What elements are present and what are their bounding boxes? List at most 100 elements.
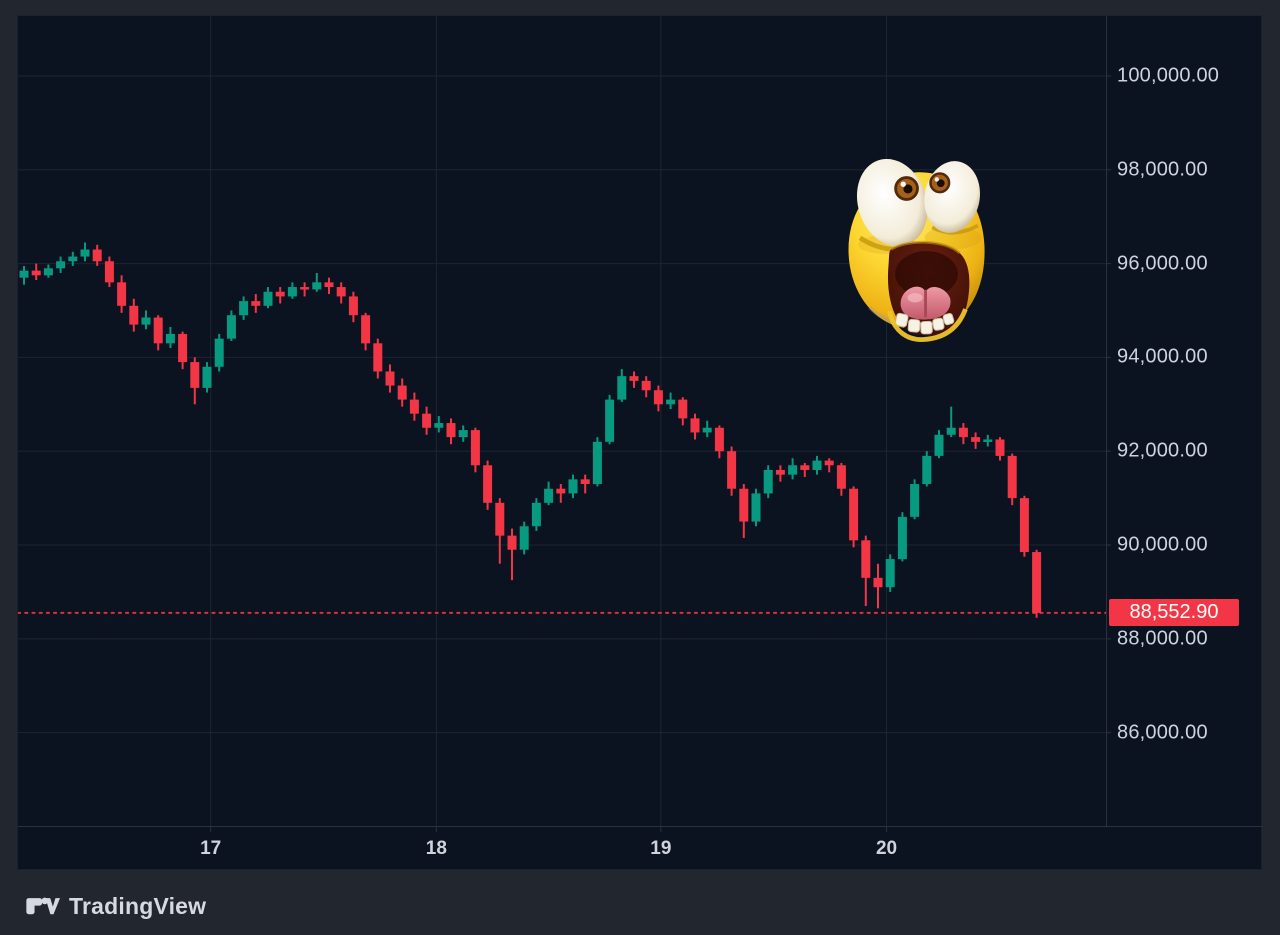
candle-body xyxy=(104,261,114,283)
candlestick-chart-pane[interactable] xyxy=(18,16,1263,871)
candle-body xyxy=(178,333,188,363)
candle-body xyxy=(629,376,639,381)
price-axis-label: 90,000.00 xyxy=(1117,533,1208,556)
candle-body xyxy=(592,441,602,485)
shocked-face-emoji-icon xyxy=(848,158,985,342)
price-axis[interactable]: 88,552.90 100,000.00 98,000.00 96,000.00 94… xyxy=(1107,16,1262,826)
candle-body xyxy=(812,460,822,470)
candle-body xyxy=(934,434,944,456)
candle-body xyxy=(190,362,200,388)
candle-body xyxy=(434,423,444,428)
candle-body xyxy=(361,315,371,344)
candle-body xyxy=(117,282,127,306)
candle-body xyxy=(275,291,285,297)
candle-body xyxy=(666,399,676,405)
candle-body xyxy=(373,343,383,372)
candle-body xyxy=(800,465,810,470)
price-axis-label: 96,000.00 xyxy=(1117,252,1208,275)
candle-body xyxy=(580,479,590,485)
candle-body xyxy=(153,317,163,344)
candle-body xyxy=(519,526,529,550)
time-axis-label: 18 xyxy=(425,838,447,859)
candle-body xyxy=(458,430,468,438)
candle-body xyxy=(714,427,724,452)
time-axis-label: 20 xyxy=(875,838,898,859)
tradingview-logo-link[interactable]: TradingView xyxy=(24,893,206,920)
candle-body xyxy=(385,371,395,386)
candle-body xyxy=(751,493,761,522)
price-axis-label: 86,000.00 xyxy=(1117,721,1208,744)
candle-body xyxy=(702,427,712,433)
time-axis[interactable]: 17 18 19 20 xyxy=(18,827,1263,871)
candle-body xyxy=(483,465,493,503)
candle-body xyxy=(470,430,480,466)
tradingview-logo-icon xyxy=(26,897,60,915)
candle-body xyxy=(300,287,310,290)
last-price-badge: 88,552.90 xyxy=(1109,599,1239,627)
time-axis-label: 17 xyxy=(200,838,222,859)
candle-body xyxy=(141,317,151,325)
candle-body xyxy=(690,418,700,433)
candle-body xyxy=(861,540,871,578)
candle-body xyxy=(995,439,1005,456)
candle-body xyxy=(897,516,907,560)
candle-body xyxy=(202,366,212,388)
candle-body xyxy=(68,256,78,262)
candle-body xyxy=(495,502,505,536)
price-axis-label: 88,000.00 xyxy=(1117,627,1208,650)
candle-body xyxy=(556,488,566,494)
candle-body xyxy=(348,296,358,316)
candle-body xyxy=(739,488,749,522)
chart-panel: 88,552.90 100,000.00 98,000.00 96,000.00 94… xyxy=(17,15,1263,871)
candle-body xyxy=(1019,498,1029,553)
candle-body xyxy=(19,270,29,278)
candle-body xyxy=(1032,552,1042,613)
candle-body xyxy=(239,301,249,316)
candle-body xyxy=(958,427,968,438)
candle-body xyxy=(678,399,688,419)
candle-body xyxy=(446,423,456,438)
shocked-emoji-sticker xyxy=(841,147,993,343)
candle-body xyxy=(287,287,297,297)
candle-body xyxy=(214,338,224,367)
price-axis-label: 98,000.00 xyxy=(1117,158,1208,181)
candle-body xyxy=(531,502,541,527)
candle-body xyxy=(763,469,773,494)
tradingview-logo-text: TradingView xyxy=(69,892,207,919)
candle-body xyxy=(336,287,346,297)
candle-body xyxy=(92,249,102,262)
candle-body xyxy=(56,261,66,269)
candle-body xyxy=(324,282,334,288)
candle-body xyxy=(165,333,175,344)
candle-body xyxy=(1007,455,1017,499)
candle-body xyxy=(263,291,273,306)
candle-body xyxy=(910,484,920,517)
candle-body xyxy=(409,399,419,414)
price-axis-label: 94,000.00 xyxy=(1117,345,1208,368)
candle-body xyxy=(849,488,859,541)
candle-body xyxy=(251,301,261,306)
candle-body xyxy=(617,376,627,400)
candle-body xyxy=(422,413,432,428)
candle-body xyxy=(885,559,895,588)
candle-body xyxy=(605,399,615,442)
candle-body xyxy=(312,282,322,290)
candle-body xyxy=(836,465,846,489)
candle-body xyxy=(922,455,932,485)
price-axis-label: 100,000.00 xyxy=(1117,64,1220,87)
last-price-value: 88,552.90 xyxy=(1129,601,1219,624)
candle-body xyxy=(824,460,834,466)
candle-body xyxy=(873,577,883,588)
footer-bar: TradingView xyxy=(24,884,206,928)
candle-body xyxy=(727,451,737,489)
candle-body xyxy=(653,390,663,405)
candle-body xyxy=(43,268,53,276)
candle-body xyxy=(946,427,956,435)
candle-body xyxy=(983,439,993,442)
time-axis-label: 19 xyxy=(650,838,672,859)
price-axis-label: 92,000.00 xyxy=(1117,439,1208,462)
candle-body xyxy=(226,315,236,339)
candle-body xyxy=(31,270,41,276)
candle-body xyxy=(80,249,90,257)
candle-body xyxy=(641,380,651,391)
